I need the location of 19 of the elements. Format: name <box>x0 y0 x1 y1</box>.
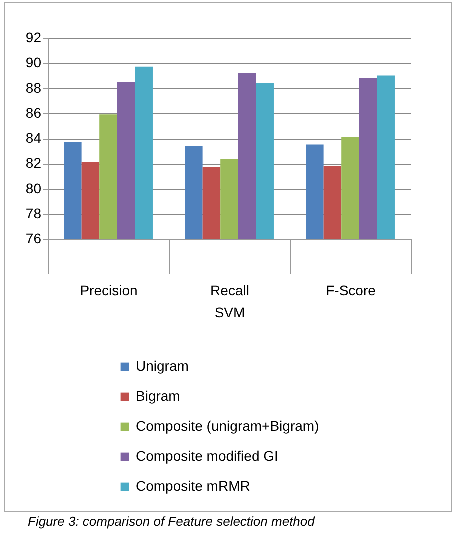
x-tick-label: Recall <box>210 282 250 298</box>
x-tick-label: Precision <box>80 282 138 298</box>
legend-label: Composite (unigram+Bigram) <box>136 418 320 434</box>
x-axis-title: SVM <box>214 304 246 320</box>
y-tick-label: 82 <box>26 155 42 172</box>
y-tick-label: 76 <box>26 230 42 246</box>
legend-label: Bigram <box>136 388 180 404</box>
y-tick-label: 88 <box>26 80 42 96</box>
y-tick-label: 84 <box>26 130 42 146</box>
y-tick-label: 86 <box>26 104 42 121</box>
legend-label: Composite mRMR <box>136 478 250 494</box>
caption: Figure 3: comparison of Feature selection method <box>28 514 316 530</box>
y-tick-label: 90 <box>26 54 42 71</box>
y-tick-label: 78 <box>26 205 42 222</box>
x-tick-label: F-Score <box>326 282 376 298</box>
y-tick-label: 92 <box>26 30 42 46</box>
y-tick-label: 80 <box>26 180 42 196</box>
legend-label: Composite modified GI <box>136 448 278 464</box>
legend-label: Unigram <box>136 358 189 374</box>
